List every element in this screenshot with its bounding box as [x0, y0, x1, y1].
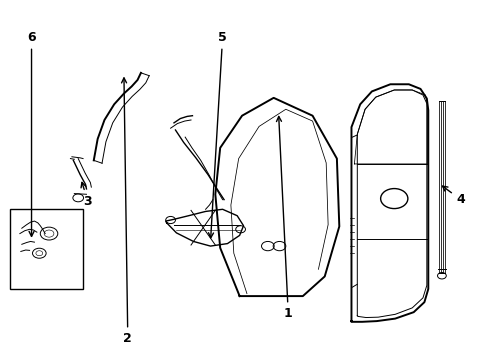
Text: 4: 4 — [442, 186, 464, 206]
Bar — [10, 208, 83, 289]
Text: 2: 2 — [122, 78, 132, 346]
Text: 5: 5 — [208, 31, 226, 238]
Text: 6: 6 — [27, 31, 36, 237]
Text: 3: 3 — [81, 183, 92, 208]
Text: 1: 1 — [276, 116, 292, 320]
